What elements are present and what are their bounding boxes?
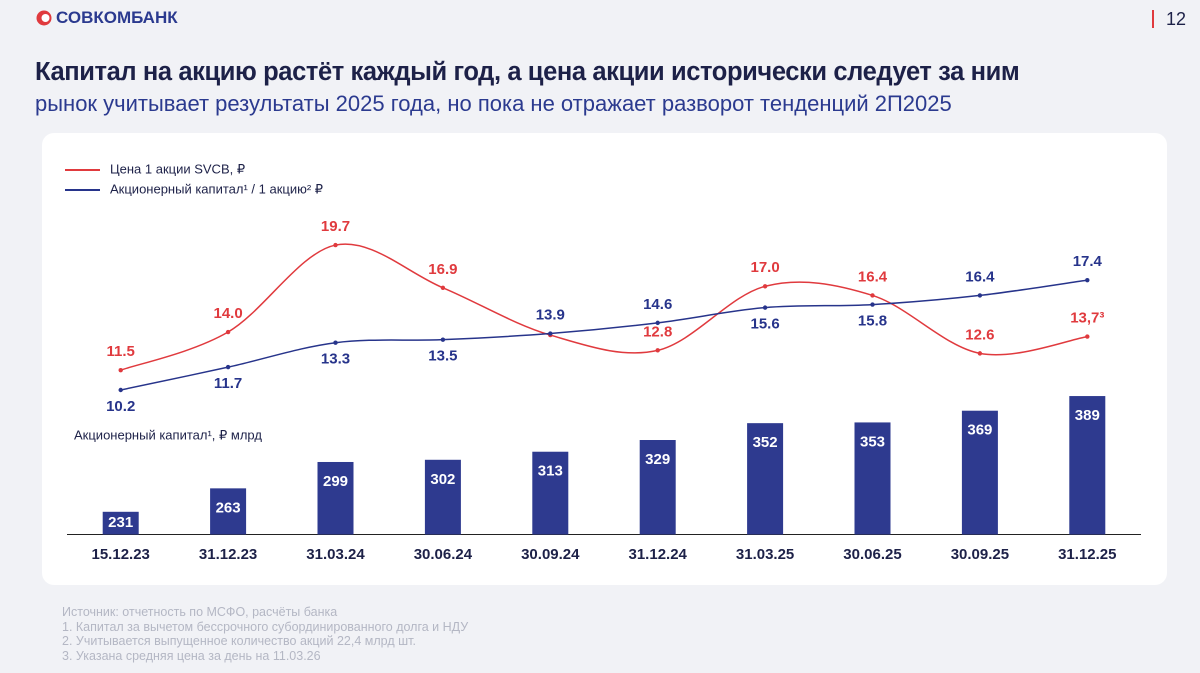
bar xyxy=(210,488,247,535)
bar xyxy=(747,423,784,535)
bar-value-label: 389 xyxy=(1075,407,1100,424)
point xyxy=(440,285,446,290)
data-label: 15.8 xyxy=(858,313,887,330)
bar xyxy=(424,459,461,535)
bar-value-label: 231 xyxy=(108,514,133,531)
bar xyxy=(532,451,569,535)
bar-value-label: 313 xyxy=(538,463,563,480)
point xyxy=(977,351,983,356)
data-label: 11.5 xyxy=(107,343,135,360)
point xyxy=(440,337,446,342)
data-label: 15.6 xyxy=(750,316,779,333)
point xyxy=(548,331,553,336)
slide-title: Капитал на акцию растёт каждый год, а це… xyxy=(35,58,1020,86)
logo: СОВКОМБАНК xyxy=(36,8,178,28)
bar-value-label: 263 xyxy=(216,499,241,516)
data-label: 14.6 xyxy=(643,296,672,313)
bar xyxy=(1069,396,1106,535)
data-label: 13.3 xyxy=(321,351,350,368)
point xyxy=(1085,277,1090,283)
data-label: 13.5 xyxy=(428,348,457,365)
bar xyxy=(102,511,139,535)
point xyxy=(762,284,768,289)
bar-value-label: 302 xyxy=(430,471,455,488)
bar xyxy=(639,440,676,535)
data-label: 14.0 xyxy=(213,305,242,322)
point xyxy=(762,305,768,310)
point xyxy=(333,242,338,248)
x-tick-label: 15.12.23 xyxy=(92,546,150,563)
x-tick-label: 31.03.25 xyxy=(736,546,794,563)
logo-text: СОВКОМБАНК xyxy=(56,8,178,27)
point xyxy=(1085,334,1090,339)
footnote: Источник: отчетность по МСФО, расчёты ба… xyxy=(62,605,338,619)
point xyxy=(870,302,875,307)
data-label: 12.8 xyxy=(643,323,672,340)
line xyxy=(120,279,1088,391)
bar-series-label: Акционерный капитал¹, ₽ млрд xyxy=(74,427,262,442)
x-tick-label: 30.06.25 xyxy=(843,546,901,563)
data-label: 13,7³ xyxy=(1070,310,1104,327)
data-label: 11.7 xyxy=(214,375,242,392)
bar xyxy=(854,422,891,535)
bar-value-label: 329 xyxy=(645,451,670,468)
legend-label: Цена 1 акции SVCB, ₽ xyxy=(110,161,245,176)
bar-value-label: 353 xyxy=(860,433,885,450)
x-tick-label: 30.09.24 xyxy=(521,546,580,563)
data-label: 17.0 xyxy=(750,259,779,276)
point xyxy=(225,364,231,370)
point xyxy=(333,340,338,345)
logo-icon xyxy=(36,10,52,26)
data-label: 17.4 xyxy=(1073,253,1103,270)
footnote: 3. Указана средняя цена за день на 11.03… xyxy=(62,648,321,663)
point xyxy=(655,348,660,353)
footnote: 2. Учитывается выпущенное количество акц… xyxy=(62,634,416,648)
point xyxy=(225,329,231,335)
bar-value-label: 352 xyxy=(753,434,778,451)
data-label: 13.9 xyxy=(536,307,565,324)
slide-subtitle: рынок учитывает результаты 2025 года, но… xyxy=(35,91,952,116)
x-tick-label: 31.12.24 xyxy=(629,546,688,563)
footnote: 1. Капитал за вычетом бессрочного суборд… xyxy=(62,619,469,634)
x-tick-label: 30.06.24 xyxy=(414,546,473,563)
point xyxy=(870,293,875,298)
footnotes: Источник: отчетность по МСФО, расчёты ба… xyxy=(62,605,468,663)
x-tick-label: 31.12.23 xyxy=(199,546,257,563)
x-tick-label: 31.12.25 xyxy=(1058,546,1116,563)
data-label: 16.4 xyxy=(965,268,995,285)
point xyxy=(655,320,660,326)
point xyxy=(977,293,983,298)
x-tick-label: 30.09.25 xyxy=(951,546,1009,563)
legend-label: Акционерный капитал¹ / 1 акцию² ₽ xyxy=(110,181,323,196)
chart: 15.12.23 31.12.23 31.03.24 30.06.24 30.09.24… xyxy=(65,161,1141,563)
x-tick-label: 31.03.24 xyxy=(306,546,365,563)
data-label: 12.6 xyxy=(965,326,994,343)
data-label: 16.9 xyxy=(428,261,457,278)
bar-value-label: 369 xyxy=(967,422,992,439)
page-number: 12 xyxy=(1151,10,1186,28)
data-label: 10.2 xyxy=(106,398,135,415)
bar-value-label: 299 xyxy=(323,473,348,490)
data-label: 16.4 xyxy=(858,268,888,285)
data-label: 19.7 xyxy=(321,218,350,235)
line xyxy=(120,243,1088,371)
bar xyxy=(317,461,354,535)
bar xyxy=(961,410,998,535)
point xyxy=(118,387,123,393)
point xyxy=(118,367,123,373)
